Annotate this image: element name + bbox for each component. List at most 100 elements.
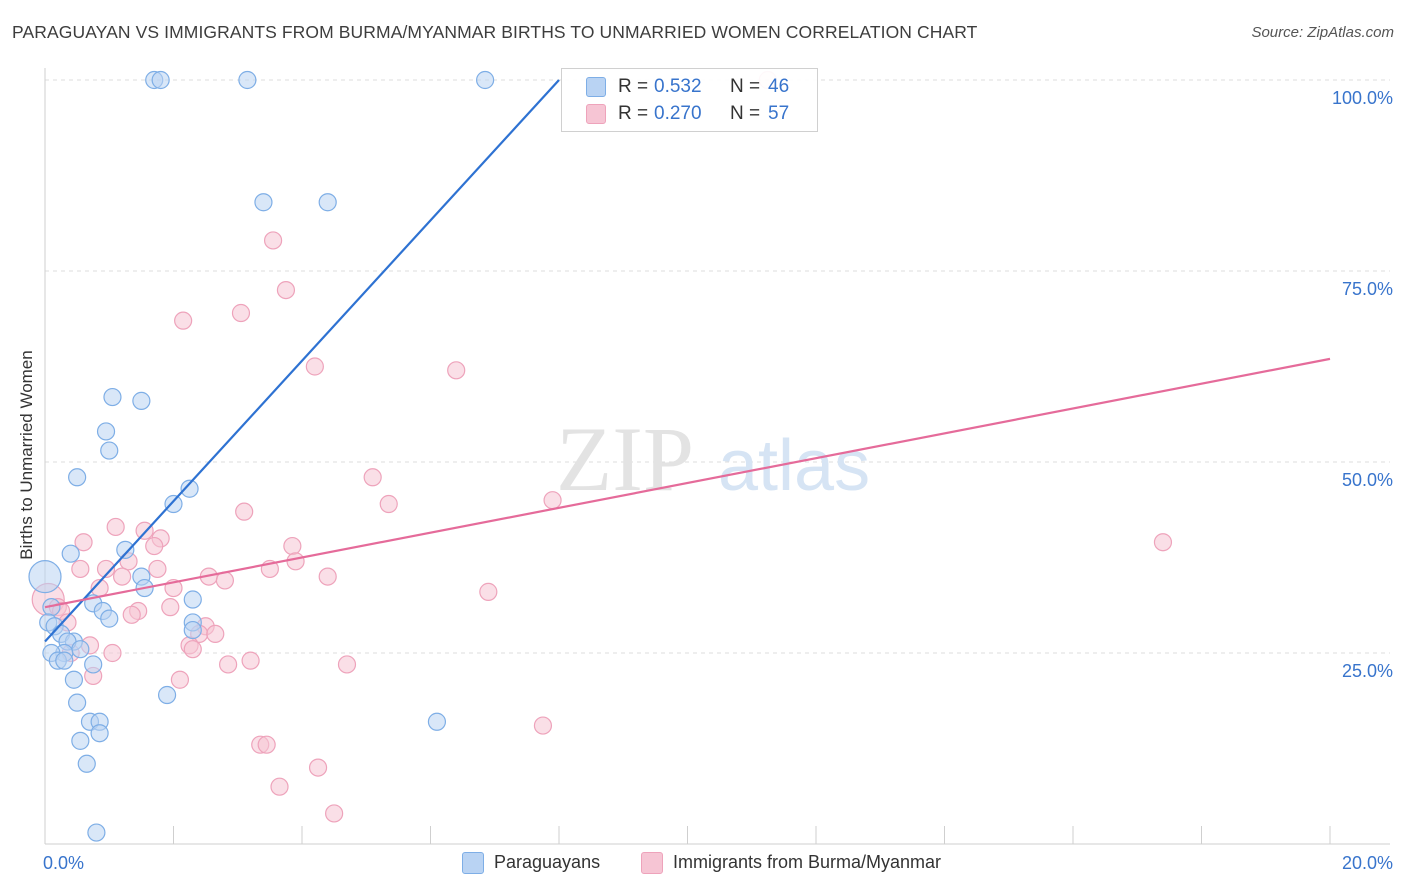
watermark-zip: ZIP (556, 408, 694, 510)
paraguayan-point (71, 640, 90, 659)
paraguayan-point (55, 651, 74, 670)
burma-point (219, 655, 238, 674)
burma-point (276, 281, 296, 300)
legend-r-label: R = (618, 76, 649, 97)
paraguayan-point (183, 590, 202, 609)
burma-point (283, 536, 302, 556)
paraguayan-point (90, 724, 109, 743)
paraguayan-point (427, 712, 447, 731)
grid (45, 79, 1390, 654)
chart-title: PARAGUAYAN VS IMMIGRANTS FROM BURMA/MYAN… (12, 22, 978, 42)
paraguayan-point (151, 70, 170, 90)
paraguayan-point (68, 468, 87, 487)
paraguayan-point (238, 70, 257, 90)
burma-point (325, 804, 344, 823)
burma-trend-line (44, 357, 1331, 609)
burma-point (231, 303, 251, 323)
paraguayan-point (180, 479, 199, 498)
burma-point (103, 643, 122, 663)
burma-point (122, 605, 141, 624)
burma-point (1153, 533, 1173, 552)
legend-n-value: 46 (768, 76, 790, 97)
burma-point (543, 491, 562, 510)
paraguayan-point (100, 609, 119, 628)
burma-point (337, 655, 357, 674)
burma-point (145, 536, 164, 556)
burma-point (170, 670, 190, 689)
correlation-legend: R = 0.532 N = 46 R = 0.270 N = 57 (561, 68, 818, 132)
paraguayan-point (28, 559, 62, 594)
paraguayan-point (103, 387, 122, 407)
legend-n-label: N = (730, 76, 761, 97)
burma-point (305, 357, 324, 376)
watermark-atlas: atlas (718, 426, 870, 506)
burma-point (71, 559, 90, 579)
paraguayan-point (157, 685, 177, 705)
paraguayan-point (96, 422, 116, 441)
trend-lines (44, 79, 1331, 643)
burma-point (74, 533, 93, 552)
y-tick-label: 100.0% (1332, 88, 1393, 108)
y-tick-label: 25.0% (1342, 661, 1393, 681)
legend-n-label: N = (730, 103, 761, 124)
burma-point (447, 361, 466, 380)
legend-swatch-blue (586, 77, 606, 97)
source-credit: Source: ZipAtlas.com (1251, 24, 1394, 41)
paraguayan-point (77, 754, 96, 773)
paraguayan-point (68, 693, 87, 712)
paraguayan-point (84, 655, 103, 674)
burma-point (106, 517, 125, 537)
paraguayan-point (164, 494, 183, 514)
burma-point (206, 624, 225, 644)
legend-r-value: 0.270 (654, 103, 702, 124)
paraguayan-point (71, 731, 90, 750)
legend-swatch-blue (462, 852, 484, 874)
burma-point (286, 552, 305, 571)
paraguayan-trend-line (44, 79, 560, 643)
paraguayan-point (183, 620, 202, 640)
burma-point (257, 735, 276, 754)
paraguayan-point (64, 670, 84, 689)
paraguayan-point (476, 70, 495, 90)
legend-n-value: 57 (768, 103, 790, 124)
burma-point (308, 758, 328, 777)
legend-r-value: 0.532 (654, 76, 702, 97)
tick-labels: 100.0% 75.0% 50.0% 25.0% 0.0% 20.0% (43, 88, 1393, 873)
burma-point (174, 311, 193, 330)
x-tick-label: 0.0% (43, 853, 84, 873)
burma-point (263, 231, 283, 250)
burma-point (379, 494, 398, 514)
legend-swatch-pink (586, 104, 606, 124)
legend-label-burma: Immigrants from Burma/Myanmar (673, 852, 942, 872)
x-tick-label: 20.0% (1342, 853, 1393, 873)
burma-point (183, 640, 202, 659)
paraguayan-point (87, 823, 106, 842)
watermark: ZIP atlas (556, 408, 870, 510)
burma-point (533, 716, 553, 735)
y-tick-label: 75.0% (1342, 279, 1393, 299)
paraguayan-point (116, 540, 135, 559)
burma-point (96, 559, 116, 579)
burma-point (112, 567, 132, 586)
y-tick-label: 50.0% (1342, 470, 1393, 490)
legend-r-label: R = (618, 103, 649, 124)
legend-swatch-pink (641, 852, 663, 874)
burma-point (148, 559, 167, 579)
paraguayan-point (100, 441, 119, 460)
paraguayan-point (254, 193, 273, 212)
burma-point (241, 651, 260, 670)
burma-point (235, 502, 254, 521)
paraguayan-points (28, 70, 495, 842)
burma-point (363, 468, 382, 487)
y-axis-label: Births to Unmarried Women (17, 350, 36, 559)
legend-label-paraguayans: Paraguayans (494, 852, 601, 872)
burma-point (318, 567, 337, 586)
axes (44, 68, 1390, 845)
burma-point (161, 598, 180, 617)
burma-point (270, 777, 289, 796)
burma-point (479, 582, 498, 601)
paraguayan-point (61, 544, 80, 563)
paraguayan-point (132, 391, 151, 410)
paraguayan-point (318, 193, 337, 212)
